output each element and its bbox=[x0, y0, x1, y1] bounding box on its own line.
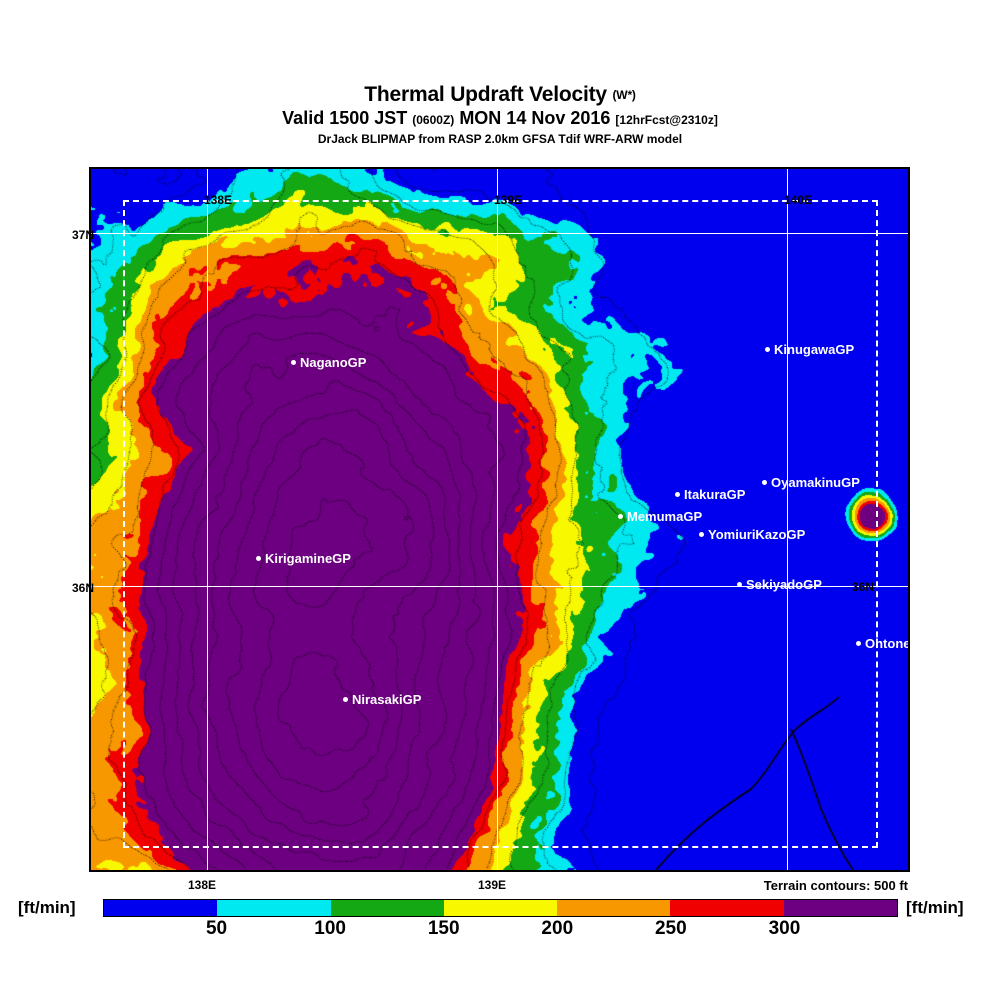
colorbar-swatches bbox=[103, 899, 898, 917]
station-marker-oyamakinu[interactable]: OyamakinuGP bbox=[762, 476, 860, 489]
station-dot-icon bbox=[856, 641, 861, 646]
station-label: MemumaGP bbox=[627, 509, 703, 524]
station-label: FujigawaGP bbox=[398, 868, 472, 870]
title-block: Thermal Updraft Velocity (W*) Valid 1500… bbox=[0, 84, 1000, 147]
station-label: NirasakiGP bbox=[352, 692, 422, 707]
station-label: ItakuraGP bbox=[684, 487, 746, 502]
lon-label-138E-top: 138E bbox=[204, 193, 233, 207]
weather-map[interactable]: 138E 139E 140E 36N NaganoGP KinugawaGP O… bbox=[89, 167, 910, 872]
lon-label-140E-top: 140E bbox=[784, 193, 813, 207]
lat-label-36N-left: 36N bbox=[72, 581, 95, 595]
colorbar-tick-50: 50 bbox=[205, 918, 228, 939]
colorbar-unit-right: [ft/min] bbox=[906, 898, 964, 917]
colorbar-swatch-4 bbox=[557, 900, 671, 916]
station-marker-nagano[interactable]: NaganoGP bbox=[291, 356, 366, 369]
station-marker-ohtone[interactable]: Ohtone bbox=[856, 636, 910, 651]
station-label: Ohtone bbox=[865, 636, 910, 651]
colorbar-tick-100: 100 bbox=[314, 918, 346, 939]
station-marker-memuma[interactable]: MemumaGP bbox=[618, 510, 702, 523]
station-label: NaganoGP bbox=[300, 355, 367, 370]
station-marker-sekiyado[interactable]: SekiyadoGP bbox=[737, 578, 822, 591]
colorbar-tick-300: 300 bbox=[768, 918, 801, 939]
valid-time-line: Valid 1500 JST (0600Z) MON 14 Nov 2016 [… bbox=[0, 107, 1000, 131]
station-dot-icon bbox=[675, 492, 680, 497]
valid-time-utc: (0600Z) bbox=[412, 113, 455, 127]
station-dot-icon bbox=[291, 360, 296, 365]
station-dot-icon bbox=[343, 697, 348, 702]
lat-label-37N-left: 37N bbox=[72, 228, 95, 242]
colorbar-swatch-1 bbox=[217, 900, 331, 916]
station-dot-icon bbox=[256, 556, 261, 561]
station-marker-kirigamine[interactable]: KirigamineGP bbox=[256, 552, 351, 565]
lat-label-36N-right: 36N bbox=[852, 580, 875, 594]
colorbar[interactable] bbox=[103, 899, 898, 917]
title-variable-symbol: (W*) bbox=[612, 88, 636, 102]
station-dot-icon bbox=[699, 532, 704, 537]
station-dot-icon bbox=[618, 514, 623, 519]
colorbar-swatch-3 bbox=[443, 900, 558, 916]
colorbar-swatch-0 bbox=[104, 900, 218, 916]
station-marker-itakura[interactable]: ItakuraGP bbox=[675, 488, 745, 501]
station-label: KinugawaGP bbox=[774, 342, 855, 357]
station-dot-icon bbox=[765, 347, 770, 352]
valid-date: MON 14 Nov 2016 bbox=[459, 108, 611, 128]
station-marker-nirasaki[interactable]: NirasakiGP bbox=[343, 693, 421, 706]
page-title: Thermal Updraft Velocity (W*) bbox=[0, 84, 1000, 106]
station-marker-kinugawa[interactable]: KinugawaGP bbox=[765, 343, 854, 356]
colorbar-unit-left: [ft/min] bbox=[18, 898, 76, 917]
colorbar-swatch-5 bbox=[670, 900, 784, 916]
model-source-line: DrJack BLIPMAP from RASP 2.0km GFSA Tdif… bbox=[317, 132, 683, 146]
station-dot-icon bbox=[762, 480, 767, 485]
lon-label-138E-bottom: 138E bbox=[188, 878, 217, 892]
valid-time-local: Valid 1500 JST bbox=[282, 108, 408, 128]
colorbar-tick-200: 200 bbox=[541, 918, 574, 939]
colorbar-swatch-2 bbox=[330, 900, 444, 916]
colorbar-tick-150: 150 bbox=[427, 918, 460, 939]
station-label: YomiuriKazoGP bbox=[708, 527, 806, 542]
colorbar-tick-250: 250 bbox=[654, 918, 687, 939]
station-dot-icon bbox=[737, 582, 742, 587]
forecast-hour-badge: [12hrFcst@2310z] bbox=[615, 113, 718, 127]
lon-label-139E-bottom: 139E bbox=[478, 878, 507, 892]
lon-label-139E-top: 139E bbox=[494, 193, 523, 207]
station-label: KirigamineGP bbox=[265, 551, 351, 566]
title-main-text: Thermal Updraft Velocity bbox=[364, 83, 607, 106]
station-marker-yomiurikazo[interactable]: YomiuriKazoGP bbox=[699, 528, 805, 541]
thermal-updraft-field bbox=[91, 169, 908, 870]
station-marker-fujigawa[interactable]: FujigawaGP bbox=[389, 868, 472, 870]
station-label: SekiyadoGP bbox=[746, 577, 822, 592]
colorbar-swatch-6 bbox=[783, 900, 897, 916]
station-label: OyamakinuGP bbox=[771, 475, 860, 490]
terrain-contour-note: Terrain contours: 500 ft bbox=[763, 878, 908, 893]
